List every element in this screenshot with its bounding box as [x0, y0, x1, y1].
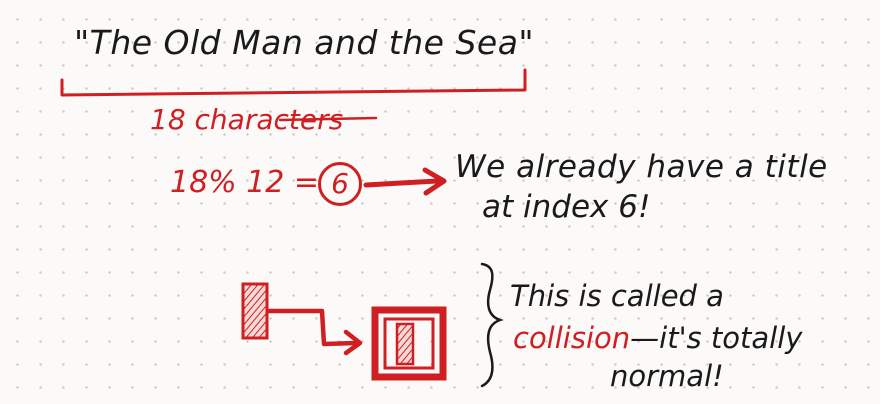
index-message-line2: at index 6!	[482, 189, 651, 225]
modulo-result-circle: 6	[318, 162, 362, 206]
result-arrow-head	[422, 167, 447, 196]
occupied-slot-outer	[371, 306, 447, 381]
insert-arrow-head	[343, 329, 363, 356]
result-arrow-line	[363, 178, 440, 188]
insert-arrow-line	[265, 308, 359, 347]
modulo-expression: 18% 12 =	[170, 165, 320, 200]
curly-brace	[480, 262, 504, 388]
collision-message-rest: —it's totally	[630, 321, 803, 355]
collision-message-line3: normal!	[610, 359, 724, 393]
collision-message-line1: This is called a	[510, 279, 724, 313]
occupied-slot-inner	[383, 317, 435, 370]
incoming-item-box	[241, 282, 269, 340]
collision-word: collision	[513, 321, 631, 355]
title-bracket	[60, 68, 527, 97]
char-count-underline	[278, 116, 378, 122]
char-count-note: 18 characters	[150, 103, 344, 136]
index-message-line1: We already have a title	[455, 149, 828, 185]
occupied-item-box	[395, 322, 415, 366]
collision-message-line2: collision—it's totally	[513, 324, 802, 353]
book-title: "The Old Man and the Sea"	[74, 23, 535, 62]
